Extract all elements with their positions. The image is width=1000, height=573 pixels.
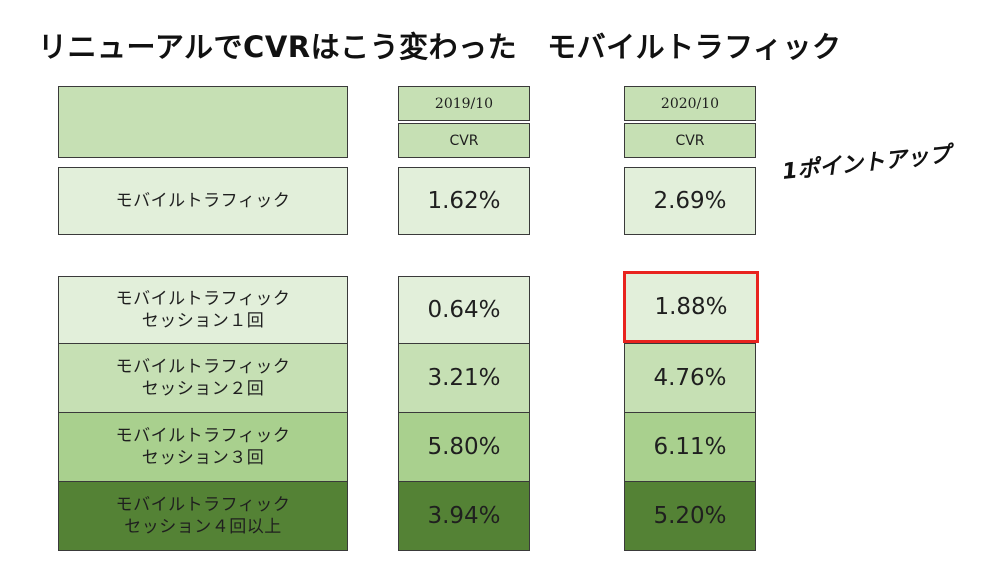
value-session-2-2019: 3.21% (398, 343, 530, 413)
metric-header-2019: CVR (398, 123, 530, 158)
value-session-4-2020: 5.20% (624, 481, 756, 551)
page-title: リニューアルでCVRはこう変わった モバイルトラフィック (38, 24, 842, 66)
value-total-2019: 1.62% (398, 167, 530, 235)
label-total: モバイルトラフィック (58, 167, 348, 235)
label-header-cell (58, 86, 348, 158)
period-header-2020: 2020/10 (624, 86, 756, 121)
title-right: モバイルトラフィック (547, 30, 842, 64)
period-header-2019: 2019/10 (398, 86, 530, 121)
metric-header-2020: CVR (624, 123, 756, 158)
value-total-2020: 2.69% (624, 167, 756, 235)
improvement-annotation: 1ポイントアップ (780, 142, 952, 185)
label-session-3: モバイルトラフィック セッション３回 (58, 412, 348, 482)
value-session-1-2019: 0.64% (398, 276, 530, 344)
label-session-1: モバイルトラフィック セッション１回 (58, 276, 348, 344)
label-session-4: モバイルトラフィック セッション４回以上 (58, 481, 348, 551)
label-session-2: モバイルトラフィック セッション２回 (58, 343, 348, 413)
value-session-3-2020: 6.11% (624, 412, 756, 482)
value-session-4-2019: 3.94% (398, 481, 530, 551)
title-left: リニューアルでCVRはこう変わった (38, 30, 518, 64)
value-session-3-2019: 5.80% (398, 412, 530, 482)
value-session-2-2020: 4.76% (624, 343, 756, 413)
value-session-1-2020-highlighted: 1.88% (623, 271, 759, 343)
